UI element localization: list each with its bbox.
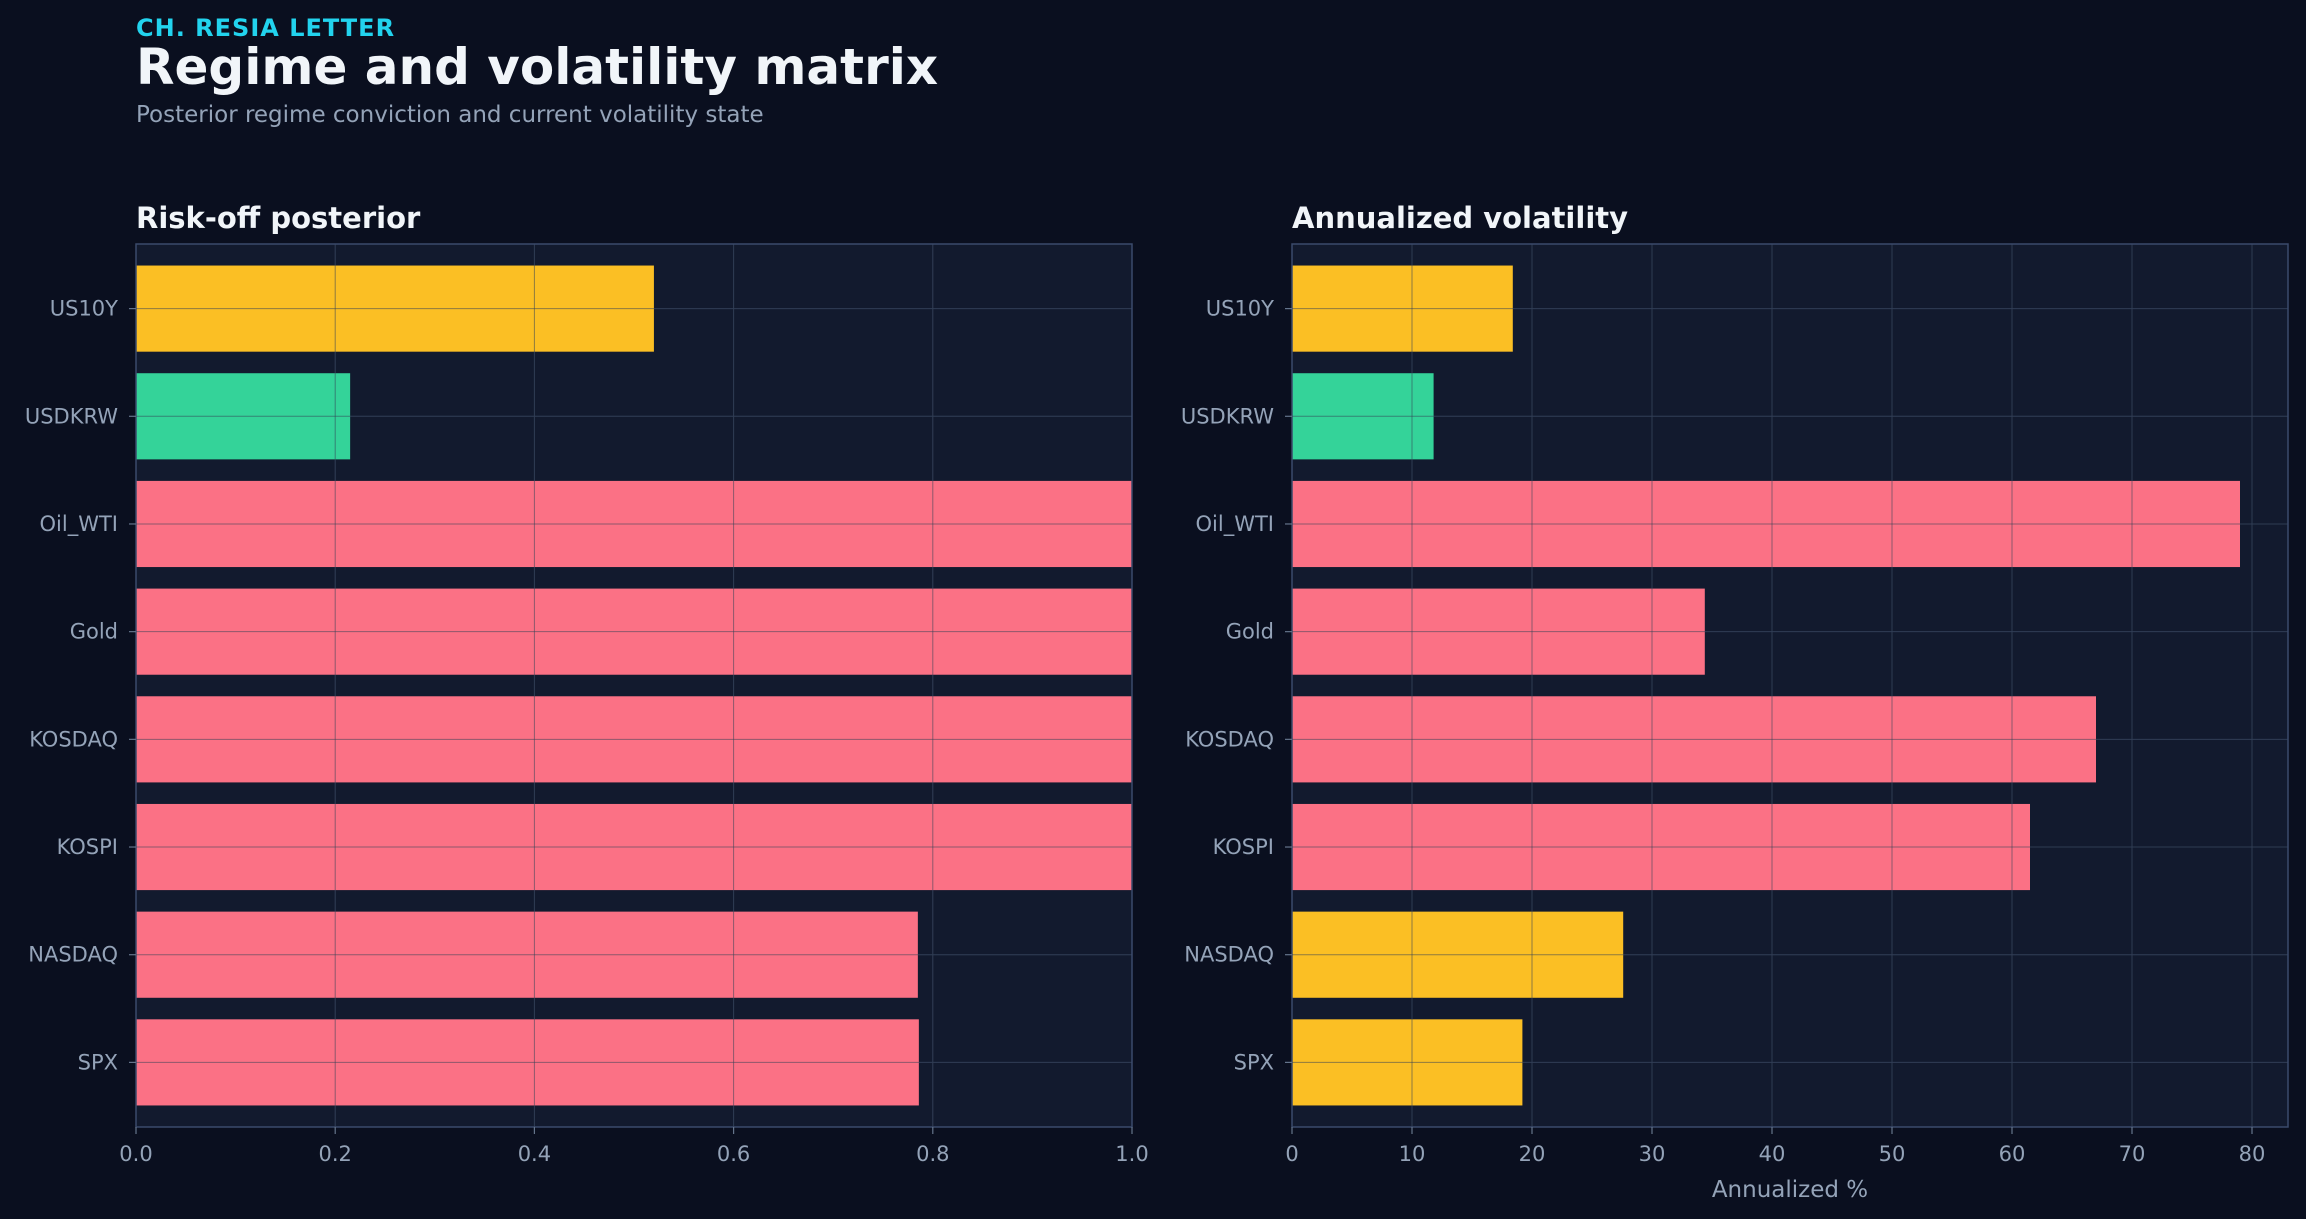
x-tick-label: 50 [1879, 1142, 1906, 1166]
y-tick-label-nasdaq: NASDAQ [1184, 943, 1274, 967]
x-tick-label: 0.4 [518, 1142, 551, 1166]
plot-frame [1291, 243, 2289, 1128]
y-tick-label-us10y: US10Y [50, 297, 118, 321]
x-tick-label: 0 [1285, 1142, 1298, 1166]
page-subtitle: Posterior regime conviction and current … [136, 102, 764, 128]
x-tick-label: 0.0 [119, 1142, 152, 1166]
x-tick-label: 0.6 [717, 1142, 750, 1166]
y-tick-label-spx: SPX [1234, 1050, 1274, 1074]
page-title: Regime and volatility matrix [136, 38, 939, 96]
x-tick-label: 80 [2239, 1142, 2266, 1166]
x-tick-label: 10 [1399, 1142, 1426, 1166]
chart-title: Risk-off posterior [136, 201, 421, 235]
plot-frame [135, 243, 1133, 1128]
x-tick-label: 30 [1639, 1142, 1666, 1166]
x-tick-label: 20 [1519, 1142, 1546, 1166]
y-tick-label-gold: Gold [1226, 620, 1274, 644]
y-tick-label-kosdaq: KOSDAQ [29, 727, 118, 751]
y-tick-label-oil-wti: Oil_WTI [1196, 512, 1274, 537]
kicker-label: CH. RESIA LETTER [136, 14, 396, 42]
y-tick-label-gold: Gold [70, 620, 118, 644]
x-tick-label: 60 [1999, 1142, 2026, 1166]
y-tick-label-kospi: KOSPI [1213, 835, 1274, 859]
x-tick-label: 70 [2119, 1142, 2146, 1166]
x-tick-label: 1.0 [1115, 1142, 1148, 1166]
chart-panel-2: US10Y USDKRW Oil_WTI Gold KOSDAQ KOSPI NASDAQ S… [1181, 201, 2289, 1203]
y-tick-label-usdkrw: USDKRW [25, 404, 118, 428]
y-tick-label-nasdaq: NASDAQ [28, 943, 118, 967]
y-tick-label-oil-wti: Oil_WTI [40, 512, 118, 537]
x-tick-label: 40 [1759, 1142, 1786, 1166]
x-tick-label: 0.8 [916, 1142, 949, 1166]
y-tick-label-us10y: US10Y [1206, 297, 1274, 321]
x-axis-label: Annualized % [1712, 1177, 1868, 1203]
chart-panel-1: US10Y USDKRW Oil_WTI Gold KOSDAQ KOSPI NASDAQ S… [25, 201, 1149, 1166]
y-tick-label-spx: SPX [78, 1050, 118, 1074]
y-tick-label-usdkrw: USDKRW [1181, 404, 1274, 428]
chart-title: Annualized volatility [1292, 201, 1628, 235]
x-tick-label: 0.2 [318, 1142, 351, 1166]
y-tick-label-kospi: KOSPI [57, 835, 118, 859]
y-tick-label-kosdaq: KOSDAQ [1185, 727, 1274, 751]
